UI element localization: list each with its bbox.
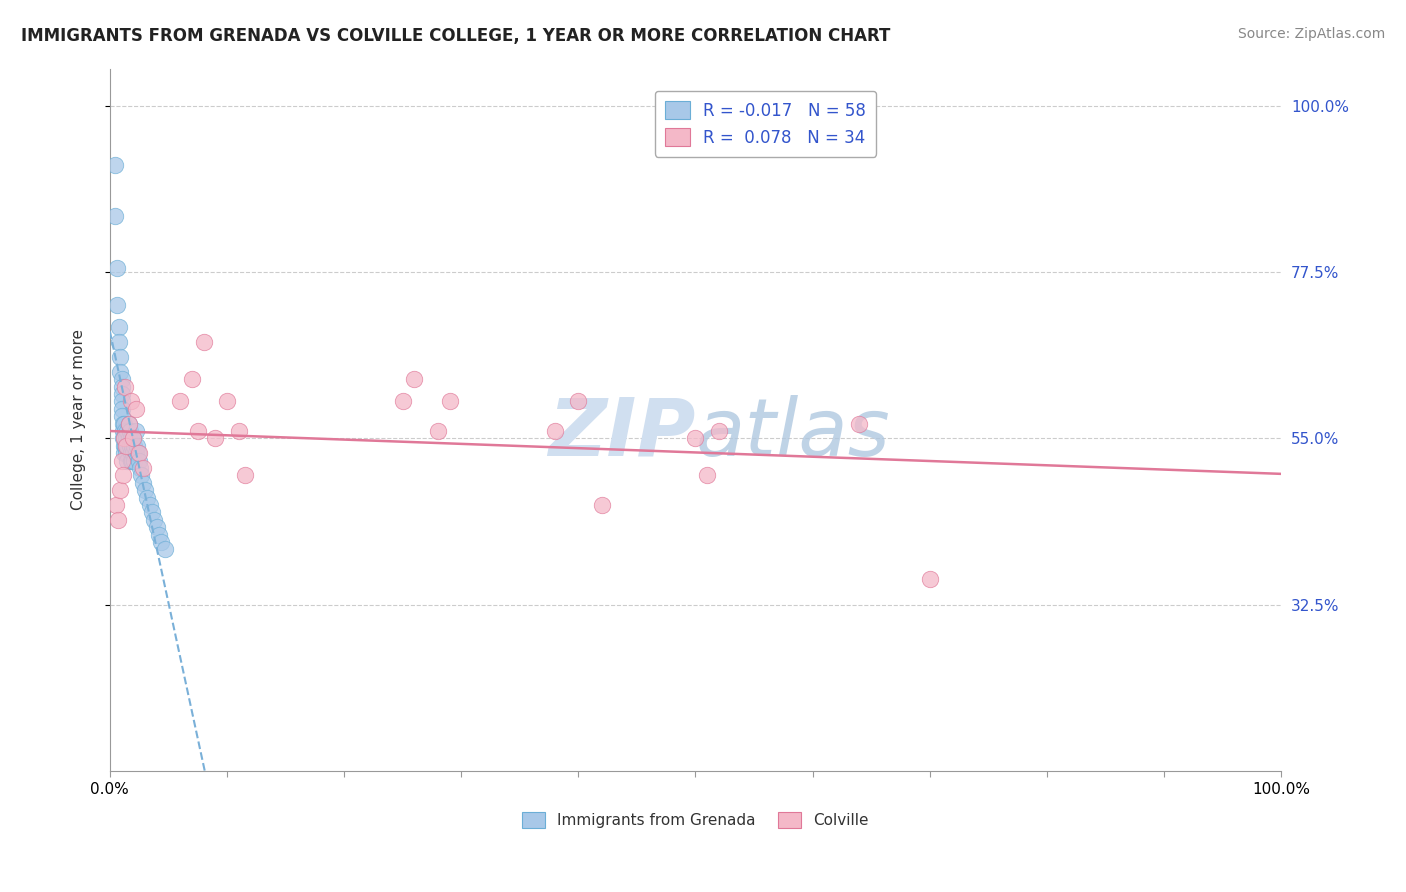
Point: [143, 513, 166, 527]
Point: [180, 372, 202, 386]
Point: [108, 320, 131, 334]
Point: [105, 261, 128, 276]
Point: [110, 409, 132, 424]
Point: [111, 417, 134, 431]
Point: [112, 432, 135, 446]
Point: [115, 439, 138, 453]
Point: [121, 453, 143, 467]
Point: [124, 401, 146, 416]
Point: [136, 491, 159, 505]
Point: [124, 424, 146, 438]
Y-axis label: College, 1 year or more: College, 1 year or more: [72, 329, 86, 510]
Point: [104, 498, 127, 512]
Point: [110, 394, 132, 409]
Point: [111, 432, 134, 446]
Legend: Immigrants from Grenada, Colville: Immigrants from Grenada, Colville: [516, 805, 875, 834]
Point: [124, 446, 146, 460]
Point: [117, 439, 139, 453]
Point: [103, 158, 125, 172]
Point: [544, 424, 567, 438]
Point: [114, 379, 136, 393]
Point: [110, 483, 132, 498]
Point: [115, 446, 138, 460]
Point: [696, 468, 718, 483]
Point: [114, 424, 136, 438]
Point: [404, 372, 426, 386]
Point: [141, 505, 163, 519]
Text: Source: ZipAtlas.com: Source: ZipAtlas.com: [1237, 27, 1385, 41]
Point: [233, 468, 256, 483]
Point: [426, 424, 449, 438]
Point: [124, 453, 146, 467]
Point: [128, 453, 150, 467]
Point: [115, 432, 138, 446]
Point: [127, 446, 149, 460]
Text: atlas: atlas: [696, 395, 890, 473]
Point: [193, 335, 215, 350]
Point: [110, 350, 132, 364]
Point: [120, 446, 142, 460]
Point: [112, 432, 135, 446]
Text: IMMIGRANTS FROM GRENADA VS COLVILLE COLLEGE, 1 YEAR OR MORE CORRELATION CHART: IMMIGRANTS FROM GRENADA VS COLVILLE COLL…: [21, 27, 890, 45]
Point: [129, 461, 152, 475]
Point: [112, 446, 135, 460]
Point: [117, 424, 139, 438]
Point: [120, 394, 142, 409]
Point: [918, 572, 941, 586]
Point: [110, 401, 132, 416]
Point: [107, 513, 129, 527]
Point: [204, 432, 226, 446]
Point: [120, 432, 142, 446]
Point: [685, 432, 707, 446]
Text: ZIP: ZIP: [548, 395, 696, 473]
Point: [117, 417, 139, 431]
Point: [122, 432, 145, 446]
Point: [567, 394, 589, 409]
Point: [150, 535, 173, 549]
Point: [112, 439, 135, 453]
Point: [120, 453, 142, 467]
Point: [169, 394, 191, 409]
Point: [110, 365, 132, 379]
Point: [118, 424, 141, 438]
Point: [131, 461, 153, 475]
Point: [131, 475, 153, 490]
Point: [707, 424, 730, 438]
Point: [228, 424, 250, 438]
Point: [114, 439, 136, 453]
Point: [110, 379, 132, 393]
Point: [215, 394, 238, 409]
Point: [125, 439, 148, 453]
Point: [118, 439, 141, 453]
Point: [134, 483, 156, 498]
Point: [103, 210, 125, 224]
Point: [110, 387, 132, 401]
Point: [117, 432, 139, 446]
Point: [187, 424, 209, 438]
Point: [591, 498, 613, 512]
Point: [145, 520, 167, 534]
Point: [848, 417, 870, 431]
Point: [148, 527, 170, 541]
Point: [131, 468, 153, 483]
Point: [122, 446, 145, 460]
Point: [122, 432, 145, 446]
Point: [128, 446, 150, 460]
Point: [117, 453, 139, 467]
Point: [117, 417, 139, 431]
Point: [111, 424, 134, 438]
Point: [391, 394, 413, 409]
Point: [153, 542, 176, 557]
Point: [110, 372, 132, 386]
Point: [110, 453, 132, 467]
Point: [112, 417, 135, 431]
Point: [439, 394, 461, 409]
Point: [124, 439, 146, 453]
Point: [105, 298, 128, 312]
Point: [108, 335, 131, 350]
Point: [121, 439, 143, 453]
Point: [138, 498, 160, 512]
Point: [111, 468, 134, 483]
